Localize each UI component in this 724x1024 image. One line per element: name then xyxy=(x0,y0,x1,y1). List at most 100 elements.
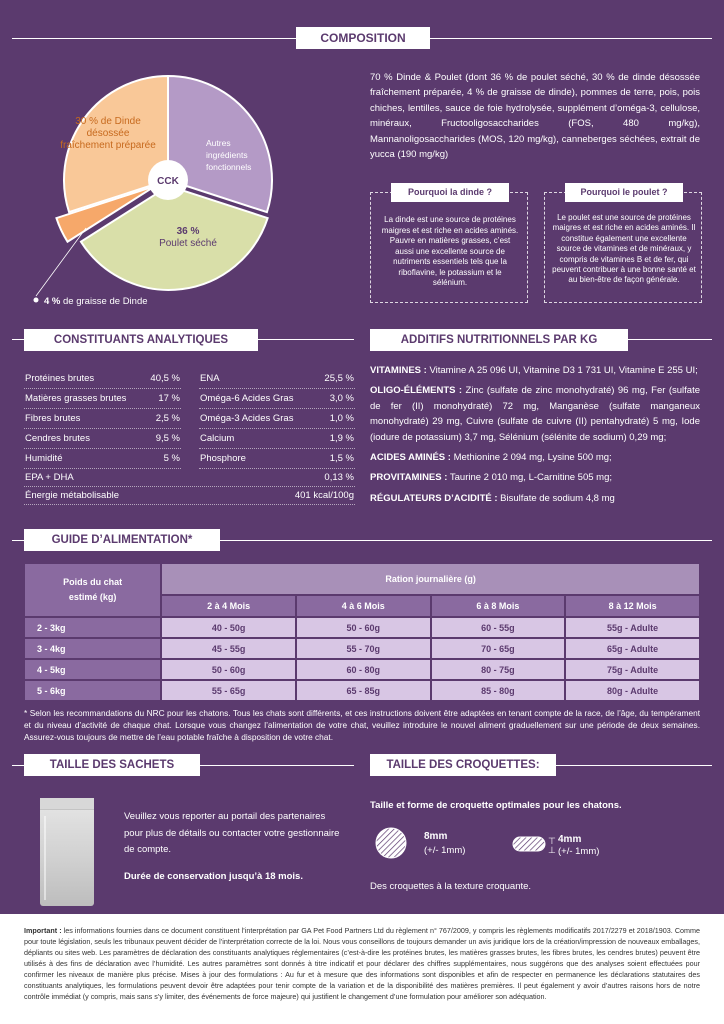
constituent-value: 17 % xyxy=(158,393,180,404)
constituent-row: ENA 25,5 % xyxy=(199,369,355,389)
additive-text: Bisulfate de sodium 4,8 mg xyxy=(497,492,615,504)
constituent-value: 40,5 % xyxy=(150,373,180,384)
ration-cell: 80 - 75g xyxy=(431,660,565,679)
feeding-table: Poids du chat estimé (kg) Ration journal… xyxy=(23,562,701,702)
constituent-value: 1,0 % xyxy=(329,413,354,424)
pie-label-fat: 4 % de graisse de Dinde xyxy=(44,296,148,307)
weight-cell: 3 - 4kg xyxy=(25,639,161,658)
pie-fat-dot xyxy=(33,297,39,303)
ration-cell: 45 - 55g xyxy=(162,639,295,658)
weight-cell: 5 - 6kg xyxy=(25,681,161,700)
sachets-title: TAILLE DES SACHETS xyxy=(24,754,200,776)
constituent-value: 3,0 % xyxy=(329,393,354,404)
ration-cell: 40 - 50g xyxy=(162,618,295,637)
additive-item: ACIDES AMINÉS : Methionine 2 094 mg, Lys… xyxy=(370,450,700,465)
pie-slice xyxy=(63,74,169,214)
ration-cell: 55 - 70g xyxy=(296,639,430,658)
constituent-label: ENA xyxy=(200,373,220,384)
composition-rule-right xyxy=(430,38,712,39)
additive-label: ACIDES AMINÉS : xyxy=(370,451,451,463)
pie-label-chicken: 36 % Poulet séché xyxy=(159,226,217,249)
additive-label: RÉGULATEURS D’ACIDITÉ : xyxy=(370,492,498,504)
additive-text: Taurine 2 010 mg, L-Carnitine 505 mg; xyxy=(447,472,613,484)
additive-item: PROVITAMINES : Taurine 2 010 mg, L-Carni… xyxy=(370,470,700,485)
additive-text: Methionine 2 094 mg, Lysine 500 mg; xyxy=(450,451,612,463)
constituent-row: Humidité 5 % xyxy=(24,449,181,469)
additives-title: ADDITIFS NUTRITIONNELS PAR KG xyxy=(370,329,628,351)
table-row: 2 - 3kg 40 - 50g 50 - 60g 60 - 55g 55g - Adu… xyxy=(25,618,699,637)
sachets-text: Veuillez vous reporter au portail des pa… xyxy=(124,811,340,856)
constituent-label: Oméga-3 Acides Gras xyxy=(200,413,294,424)
weight-cell: 2 - 3kg xyxy=(25,618,161,637)
product-bag-image xyxy=(40,798,94,906)
table-row: 3 - 4kg 45 - 55g 55 - 70g 70 - 65g 65g - Adu… xyxy=(25,639,699,658)
pie-slice xyxy=(167,74,273,214)
constituent-label: Cendres brutes xyxy=(25,433,90,444)
constituents-table: Protéines brutes 40,5 % Matières grasses b… xyxy=(24,369,355,505)
pie-fat-leader-line xyxy=(35,227,87,297)
kibble-flat-icon xyxy=(512,836,546,852)
constituent-label: Protéines brutes xyxy=(25,373,95,384)
constituent-row: Fibres brutes 2,5 % xyxy=(24,409,181,429)
constituent-row: Protéines brutes 40,5 % xyxy=(24,369,181,389)
ration-cell: 55 - 65g xyxy=(162,681,295,700)
kibble-thickness-marker: ⊤ ⊥ xyxy=(548,836,556,855)
pie-label-others: Autres ingrédients fonctionnels xyxy=(206,138,251,172)
table-row: 4 - 5kg 50 - 60g 60 - 80g 80 - 75g 75g - Adu… xyxy=(25,660,699,679)
ration-cell: 80g - Adulte xyxy=(566,681,699,700)
constituent-value: 9,5 % xyxy=(155,433,180,444)
additive-item: OLIGO-ÉLÉMENTS : Zinc (sulfate de zinc m… xyxy=(370,383,700,445)
additive-text: Vitamine A 25 096 UI, Vitamine D3 1 731 … xyxy=(426,365,698,376)
constituent-row: Cendres brutes 9,5 % xyxy=(24,429,181,449)
constituent-row: EPA + DHA 0,13 % xyxy=(24,469,355,487)
weight-header: Poids du chat estimé (kg) xyxy=(25,564,161,616)
constituent-row: Phosphore 1,5 % xyxy=(199,449,355,469)
constituent-value: 25,5 % xyxy=(324,373,354,384)
constituent-row: Matières grasses brutes 17 % xyxy=(24,389,181,409)
additive-label: VITAMINES : xyxy=(370,365,427,376)
age-column-header: 6 à 8 Mois xyxy=(431,595,565,616)
footer-disclaimer: Important : les informations fournies da… xyxy=(0,914,724,1024)
additive-text: Zinc (sulfate de zinc monohydraté) 96 mg… xyxy=(370,385,700,443)
footer-text: les informations fournies dans ce docume… xyxy=(24,926,701,1001)
kibble-diameter: 8mm xyxy=(424,831,448,842)
constituent-label: Énergie métabolisable xyxy=(25,490,120,501)
constituent-label: EPA + DHA xyxy=(25,472,74,483)
constituent-label: Fibres brutes xyxy=(25,413,81,424)
composition-title: COMPOSITION xyxy=(296,27,430,49)
constituent-label: Oméga-6 Acides Gras xyxy=(200,393,294,404)
additive-label: OLIGO-ÉLÉMENTS : xyxy=(370,385,463,397)
composition-rule-left xyxy=(12,38,296,39)
ration-cell: 50 - 60g xyxy=(296,618,430,637)
composition-description: 70 % Dinde & Poulet (dont 36 % de poulet… xyxy=(370,72,700,160)
constituent-row: Énergie métabolisable 401 kcal/100g xyxy=(24,487,355,505)
why-chicken-title: Pourquoi le poulet ? xyxy=(565,183,683,202)
constituent-label: Humidité xyxy=(25,453,63,464)
kibble-thickness: 4mm xyxy=(558,834,582,845)
pie-center xyxy=(148,160,188,200)
pie-center-label: CCK xyxy=(157,176,179,187)
constituent-value: 1,5 % xyxy=(329,453,354,464)
constituent-label: Calcium xyxy=(200,433,235,444)
ration-cell: 50 - 60g xyxy=(162,660,295,679)
why-turkey-text: La dinde est une source de protéines mai… xyxy=(381,215,519,288)
kibble-round-icon xyxy=(375,827,407,859)
pie-slice xyxy=(55,185,156,244)
ration-cell: 85 - 80g xyxy=(431,681,565,700)
constituents-title: CONSTITUANTS ANALYTIQUES xyxy=(24,329,258,351)
constituent-value: 5 % xyxy=(163,453,180,464)
constituent-value: 0,13 % xyxy=(324,472,354,483)
additive-item: VITAMINES : Vitamine A 25 096 UI, Vitami… xyxy=(370,363,700,378)
constituent-value: 401 kcal/100g xyxy=(294,490,354,501)
additive-item: RÉGULATEURS D’ACIDITÉ : Bisulfate de sod… xyxy=(370,491,700,506)
kibble-texture: Des croquettes à la texture croquante. xyxy=(370,881,532,892)
kibble-subtitle: Taille et forme de croquette optimales p… xyxy=(370,800,622,811)
ration-cell: 60 - 80g xyxy=(296,660,430,679)
composition-pie-chart: CCK 30 % de Dinde désossée fraîchement prép… xyxy=(33,74,273,307)
ration-header: Ration journalière (g) xyxy=(162,564,699,594)
footer-label: Important : xyxy=(24,926,62,935)
kibble-diameter-tolerance: (+/- 1mm) xyxy=(424,845,466,856)
kibble-title: TAILLE DES CROQUETTES: xyxy=(370,754,556,776)
ration-cell: 60 - 55g xyxy=(431,618,565,637)
kibble-thickness-tolerance: (+/- 1mm) xyxy=(558,846,600,857)
